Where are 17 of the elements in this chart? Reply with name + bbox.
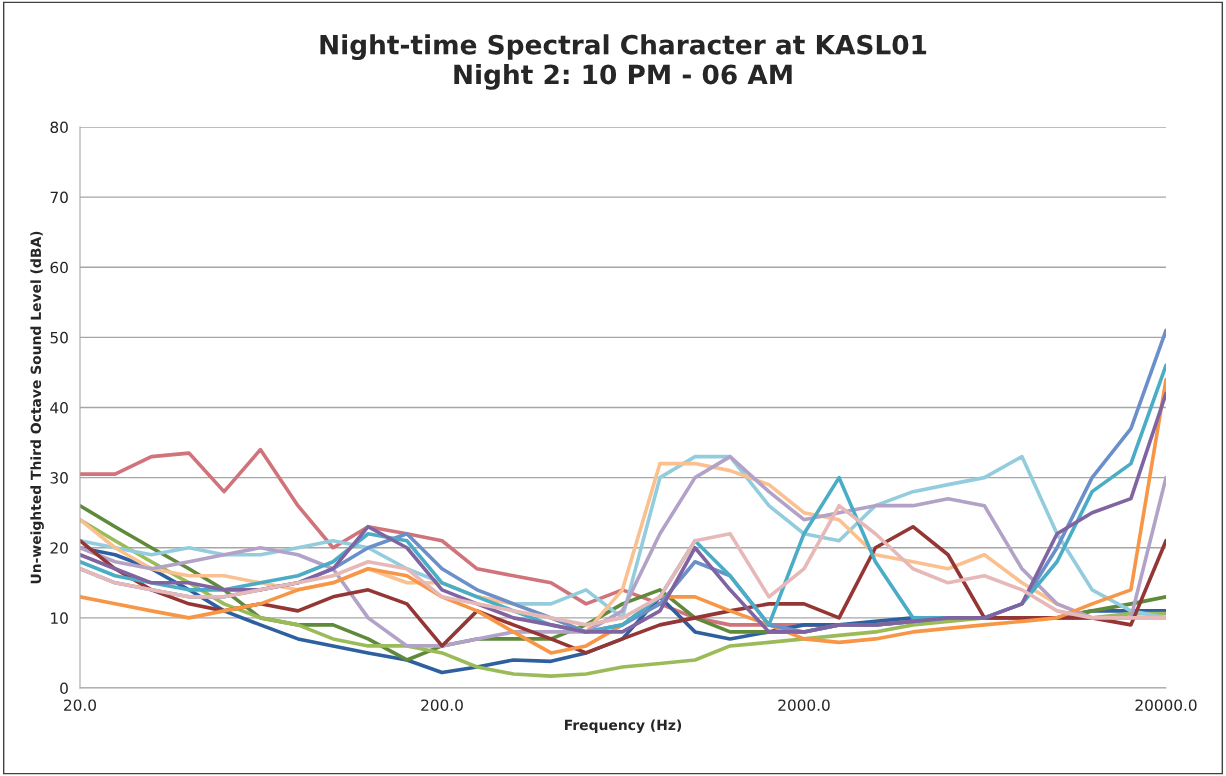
x-tick-label: 2000.0: [778, 699, 830, 711]
y-tick-label: 10: [51, 612, 68, 624]
x-axis-title: Frequency (Hz): [565, 719, 682, 733]
y-tick-label: 30: [50, 472, 68, 484]
y-tick-label: 70: [50, 191, 68, 204]
y-tick-label: 50: [50, 331, 68, 344]
line-series: [80, 503, 1166, 627]
x-tick-label: 20.0: [64, 699, 96, 711]
y-tick-label: 0: [60, 682, 68, 695]
y-axis-title: Un-weighted Third Octave Sound Level (dBA): [30, 231, 44, 584]
chart-title: Night-time Spectral Character at KASL01 Night 2: 10 PM - 06 AM: [320, 34, 927, 90]
y-tick-label: 20: [50, 542, 68, 554]
y-tick-label: 60: [50, 261, 68, 274]
x-tick-label: 20000.0: [1135, 699, 1197, 711]
y-tick-label: 80: [50, 121, 68, 134]
x-tick-label: 200.0: [421, 699, 463, 711]
y-tick-label: 40: [50, 401, 68, 414]
